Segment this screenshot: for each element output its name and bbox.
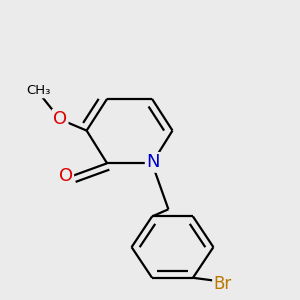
Text: O: O bbox=[58, 167, 73, 184]
Text: N: N bbox=[146, 153, 160, 171]
Text: Br: Br bbox=[214, 275, 232, 293]
Text: O: O bbox=[53, 110, 67, 128]
Text: CH₃: CH₃ bbox=[26, 84, 50, 97]
